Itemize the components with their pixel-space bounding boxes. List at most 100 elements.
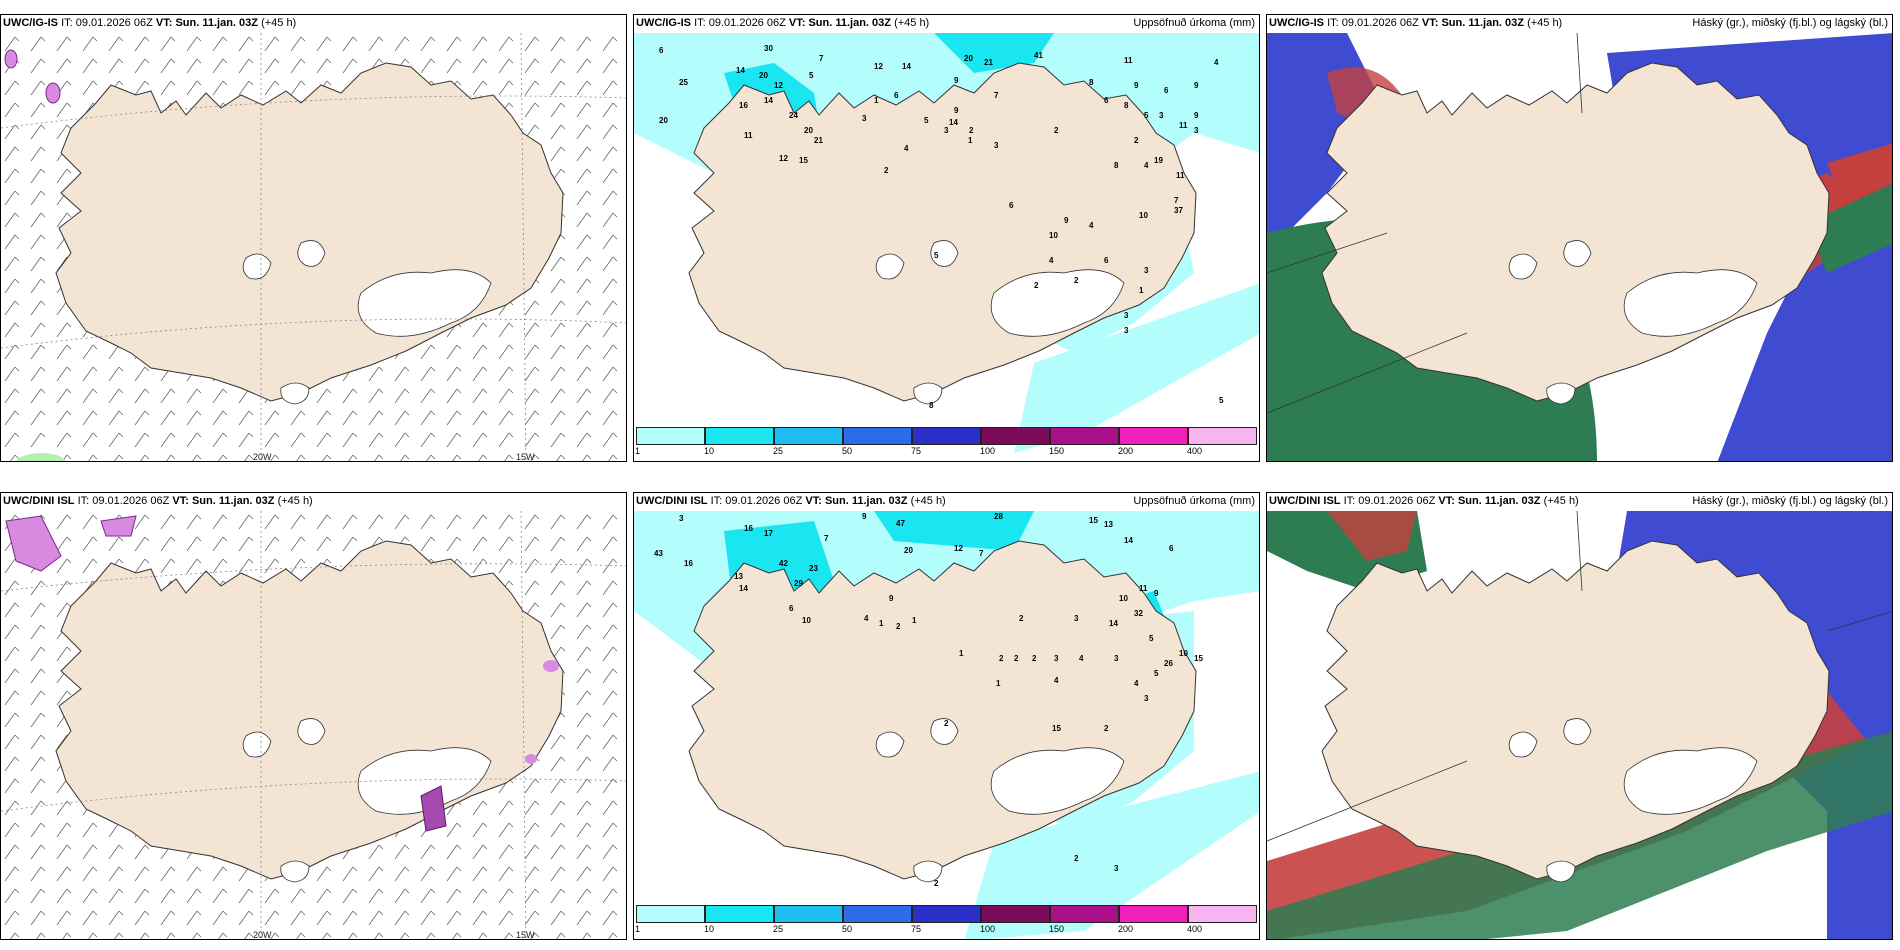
precip-map: 6 30 25 7 12 14 20 21 41 11 4 14 20 5 20… xyxy=(634,33,1259,453)
svg-text:11: 11 xyxy=(744,131,753,140)
svg-text:3: 3 xyxy=(1144,266,1149,275)
svg-text:9: 9 xyxy=(862,512,867,521)
svg-text:9: 9 xyxy=(1194,111,1199,120)
cloud-map xyxy=(1267,33,1892,461)
svg-text:8: 8 xyxy=(1089,78,1094,87)
wind-map xyxy=(1,33,626,461)
svg-text:3: 3 xyxy=(1114,654,1119,663)
svg-text:1: 1 xyxy=(912,616,917,625)
svg-text:5: 5 xyxy=(1144,111,1149,120)
svg-text:4: 4 xyxy=(1079,654,1084,663)
svg-text:4: 4 xyxy=(1144,161,1149,170)
svg-text:5: 5 xyxy=(1154,669,1159,678)
svg-text:14: 14 xyxy=(739,584,748,593)
svg-text:16: 16 xyxy=(684,559,693,568)
svg-text:6: 6 xyxy=(789,604,794,613)
svg-text:5: 5 xyxy=(1149,634,1154,643)
svg-text:14: 14 xyxy=(949,118,958,127)
svg-text:3: 3 xyxy=(1124,311,1129,320)
svg-text:1: 1 xyxy=(879,619,884,628)
svg-text:6: 6 xyxy=(1104,256,1109,265)
svg-text:4: 4 xyxy=(1089,221,1094,230)
svg-text:5: 5 xyxy=(1219,396,1224,405)
wind-map xyxy=(1,511,626,939)
lon-label-15w: 15W xyxy=(516,452,535,462)
svg-text:37: 37 xyxy=(1174,206,1183,215)
svg-text:28: 28 xyxy=(994,512,1003,521)
svg-text:9: 9 xyxy=(1154,589,1159,598)
svg-text:30: 30 xyxy=(764,44,773,53)
panel-header: UWC/IG-IS IT: 09.01.2026 06Z VT: Sun. 11… xyxy=(1269,17,1888,29)
svg-text:2: 2 xyxy=(934,879,939,888)
svg-text:6: 6 xyxy=(1169,544,1174,553)
svg-text:24: 24 xyxy=(789,111,798,120)
panel-header: UWC/IG-IS IT: 09.01.2026 06Z VT: Sun. 11… xyxy=(636,17,1255,29)
svg-text:12: 12 xyxy=(774,81,783,90)
svg-text:1: 1 xyxy=(1139,286,1144,295)
svg-text:5: 5 xyxy=(809,71,814,80)
svg-text:2: 2 xyxy=(1019,614,1024,623)
svg-text:8: 8 xyxy=(1114,161,1119,170)
map-panel-wind-igis: UWC/IG-IS IT: 09.01.2026 06Z VT: Sun. 11… xyxy=(0,14,627,462)
svg-text:20: 20 xyxy=(759,71,768,80)
svg-text:7: 7 xyxy=(979,549,984,558)
svg-text:47: 47 xyxy=(896,519,905,528)
panel-title-right: Uppsöfnuð úrkoma (mm) xyxy=(1133,17,1255,29)
svg-text:10: 10 xyxy=(802,616,811,625)
precip-map: 3 16 17 9 47 28 15 13 43 16 20 7 12 14 6… xyxy=(634,511,1259,939)
svg-text:21: 21 xyxy=(984,58,993,67)
precip-colorbar: 1 10 25 50 75 100 150 200 400 xyxy=(635,427,1258,456)
svg-text:3: 3 xyxy=(1054,654,1059,663)
svg-text:2: 2 xyxy=(944,719,949,728)
svg-text:12: 12 xyxy=(874,62,883,71)
svg-text:6: 6 xyxy=(1104,96,1109,105)
svg-text:3: 3 xyxy=(1194,126,1199,135)
svg-text:11: 11 xyxy=(1176,171,1185,180)
svg-text:13: 13 xyxy=(1104,520,1113,529)
svg-text:29: 29 xyxy=(794,579,803,588)
svg-text:26: 26 xyxy=(1164,659,1173,668)
svg-text:7: 7 xyxy=(994,91,999,100)
svg-text:10: 10 xyxy=(1139,211,1148,220)
svg-text:7: 7 xyxy=(1174,196,1179,205)
svg-text:9: 9 xyxy=(954,76,959,85)
svg-text:15: 15 xyxy=(1052,724,1061,733)
svg-text:21: 21 xyxy=(814,136,823,145)
svg-text:10: 10 xyxy=(1119,594,1128,603)
svg-text:3: 3 xyxy=(1074,614,1079,623)
svg-text:32: 32 xyxy=(1134,609,1143,618)
svg-text:3: 3 xyxy=(1114,864,1119,873)
svg-text:8: 8 xyxy=(1124,101,1129,110)
svg-text:1: 1 xyxy=(968,136,973,145)
svg-text:2: 2 xyxy=(1054,126,1059,135)
svg-text:2: 2 xyxy=(884,166,889,175)
map-panel-precip-dini: UWC/DINI ISL IT: 09.01.2026 06Z VT: Sun.… xyxy=(633,492,1260,940)
svg-text:20: 20 xyxy=(659,116,668,125)
svg-text:15: 15 xyxy=(799,156,808,165)
svg-text:4: 4 xyxy=(864,614,869,623)
lon-label-20w: 20W xyxy=(253,452,272,462)
cloud-map xyxy=(1267,511,1892,939)
precip-values: 6 30 25 7 12 14 20 21 41 11 4 14 20 5 20… xyxy=(659,44,1224,410)
svg-text:20: 20 xyxy=(804,126,813,135)
svg-text:2: 2 xyxy=(1104,724,1109,733)
panel-title-right: Háský (gr.), miðský (fj.bl.) og lágský (… xyxy=(1692,495,1888,507)
svg-text:3: 3 xyxy=(944,126,949,135)
svg-text:15: 15 xyxy=(1194,654,1203,663)
panel-title-right: Háský (gr.), miðský (fj.bl.) og lágský (… xyxy=(1692,17,1888,29)
svg-text:9: 9 xyxy=(1194,81,1199,90)
svg-text:2: 2 xyxy=(1134,136,1139,145)
svg-text:23: 23 xyxy=(809,564,818,573)
svg-text:11: 11 xyxy=(1124,56,1133,65)
precip-colorbar: 1 10 25 50 75 100 150 200 400 xyxy=(635,905,1258,934)
lon-label-20w: 20W xyxy=(253,930,272,940)
svg-text:1: 1 xyxy=(959,649,964,658)
svg-text:14: 14 xyxy=(764,96,773,105)
svg-text:3: 3 xyxy=(862,114,867,123)
svg-text:4: 4 xyxy=(904,144,909,153)
panel-header: UWC/DINI ISL IT: 09.01.2026 06Z VT: Sun.… xyxy=(1269,495,1888,507)
svg-text:16: 16 xyxy=(739,101,748,110)
panel-header: UWC/DINI ISL IT: 09.01.2026 06Z VT: Sun.… xyxy=(636,495,1255,507)
svg-text:3: 3 xyxy=(679,514,684,523)
svg-text:13: 13 xyxy=(734,572,743,581)
